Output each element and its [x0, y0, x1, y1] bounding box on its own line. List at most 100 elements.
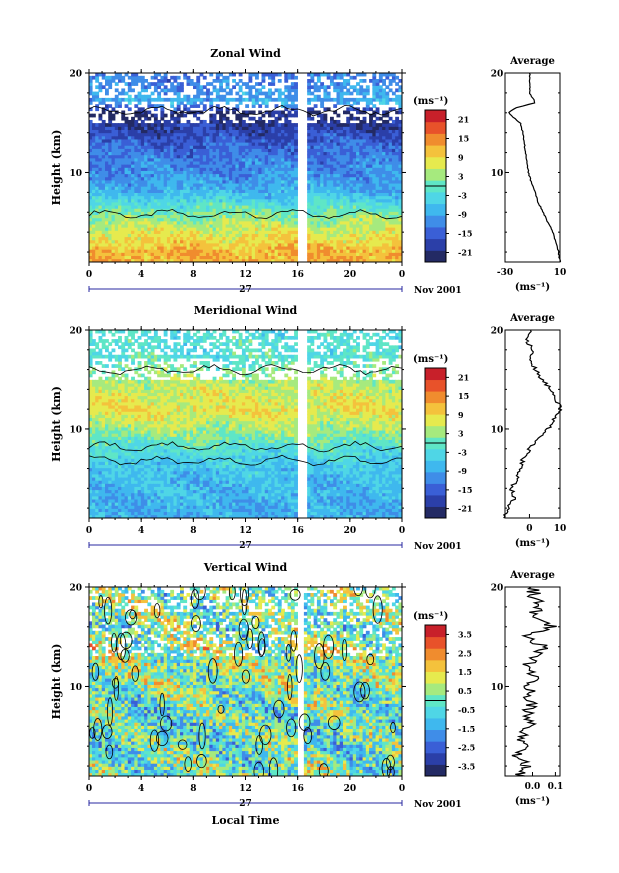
x-tick-label: 4	[138, 270, 144, 280]
average-profile-line	[502, 329, 563, 519]
contour-line	[89, 454, 402, 467]
colorbar-swatch	[425, 145, 446, 158]
colorbar-tick-label: -2.5	[458, 743, 475, 753]
day-label: 27	[239, 799, 252, 809]
heatmap-field	[89, 73, 402, 262]
x-tick-label: 12	[239, 270, 252, 280]
contour-cell	[198, 722, 206, 750]
contour-cell	[366, 653, 375, 666]
colorbar-swatch	[425, 191, 446, 205]
contour-cell	[113, 676, 119, 701]
colorbar-tick-label: -21	[458, 504, 472, 514]
colorbar-swatch	[425, 110, 446, 123]
colorbar-swatch	[425, 706, 446, 719]
colorbar-swatch	[425, 250, 446, 263]
colorbar-swatch	[425, 752, 446, 765]
colorbar-swatch	[425, 215, 446, 228]
contour-cell	[241, 669, 250, 684]
contour-cell	[303, 727, 313, 745]
contour-lines	[89, 364, 402, 467]
x-tick-label: 12	[239, 526, 252, 536]
contour-cell	[320, 662, 331, 681]
average-x-tick-label: -30	[497, 268, 513, 278]
contour-cell	[390, 722, 396, 734]
x-tick-label: 16	[291, 270, 304, 280]
average-title: Average	[509, 570, 555, 581]
contour-cell	[259, 724, 272, 745]
date-label: Nov 2001	[414, 800, 462, 810]
y-axis-label: Height (km)	[50, 386, 63, 462]
colorbar-tick-label: -15	[458, 485, 472, 495]
colorbar-tick-label: 9	[458, 153, 464, 163]
colorbar-swatch	[425, 133, 446, 146]
x-tick-label: 0	[399, 784, 405, 794]
colorbar-swatch	[425, 764, 446, 777]
colorbar-tick-label: 9	[458, 410, 464, 420]
contour-cell	[190, 589, 200, 609]
contour-cell	[273, 699, 285, 719]
panel-title: Zonal Wind	[210, 47, 281, 60]
contour-cell	[246, 628, 254, 649]
x-tick-label: 12	[239, 784, 252, 794]
average-frame	[504, 329, 561, 519]
y-tick-label: 10	[69, 169, 82, 179]
panel-title: Vertical Wind	[203, 561, 288, 574]
x-tick-label: 0	[399, 526, 405, 536]
colorbar-tick-label: -9	[458, 466, 467, 476]
contour-cell	[258, 638, 266, 656]
colorbar-swatch	[425, 741, 446, 754]
colorbar-swatch	[425, 506, 446, 519]
contour-cell	[155, 730, 169, 747]
x-tick-label: 16	[291, 784, 304, 794]
colorbar-tick-label: 2.5	[458, 648, 472, 658]
colorbar-swatch	[425, 203, 446, 216]
colorbar-swatch	[425, 448, 446, 461]
colorbar-swatch	[425, 683, 446, 696]
x-tick-label: 0	[86, 270, 92, 280]
x-tick-label: 4	[138, 526, 144, 536]
contour-cell	[228, 587, 236, 601]
y-tick-label: 20	[69, 327, 82, 337]
colorbar-swatch	[425, 121, 446, 134]
contour-line	[89, 105, 402, 117]
colorbar-tick-label: -15	[458, 229, 472, 239]
day-label: 27	[239, 541, 252, 551]
contour-cell	[342, 638, 348, 661]
average-y-tick-label: 10	[491, 169, 504, 179]
colorbar-swatch	[425, 414, 446, 427]
contour-cell	[251, 615, 260, 629]
panel-title: Meridional Wind	[194, 304, 298, 317]
contour-cell	[314, 643, 325, 669]
contour-cell	[131, 665, 139, 682]
average-y-tick-label: 10	[491, 683, 504, 693]
colorbar-tick-label: -1.5	[458, 724, 475, 734]
contour-cell	[153, 603, 161, 619]
contour-cell	[93, 718, 103, 741]
y-tick-label: 20	[69, 584, 82, 594]
average-x-tick-label: 10	[554, 524, 567, 534]
colorbar-swatch	[425, 483, 446, 496]
contour-cell	[193, 587, 206, 601]
average-title: Average	[509, 56, 555, 67]
date-label: Nov 2001	[414, 286, 462, 296]
x-tick-label: 4	[138, 784, 144, 794]
average-profile-line	[511, 586, 557, 777]
contour-cell	[353, 681, 366, 703]
colorbar-swatch	[425, 402, 446, 415]
colorbar-swatch	[425, 238, 446, 251]
heatmap-field	[89, 587, 402, 776]
colorbar-swatch	[425, 168, 446, 181]
colorbar-tick-label: 21	[458, 115, 469, 125]
average-y-tick-label: 20	[491, 584, 504, 594]
average-y-tick-label: 20	[491, 70, 504, 80]
colorbar-tick-label: 15	[458, 134, 469, 144]
panel-vertical: Vertical Wind 10 20 Height (km) 0 4 8 12 16 20 0 27…	[50, 561, 563, 827]
colorbar-tick-label: 3	[458, 429, 464, 439]
contour-line	[89, 364, 402, 376]
panel-meridional: Meridional Wind 10 20 Height (km) 0 4 8 12 16 20 0…	[50, 304, 566, 552]
contour-cell	[240, 587, 249, 607]
contour-cell	[160, 715, 173, 732]
colorbar-tick-label: 21	[458, 372, 469, 382]
colorbar-swatch	[425, 671, 446, 684]
